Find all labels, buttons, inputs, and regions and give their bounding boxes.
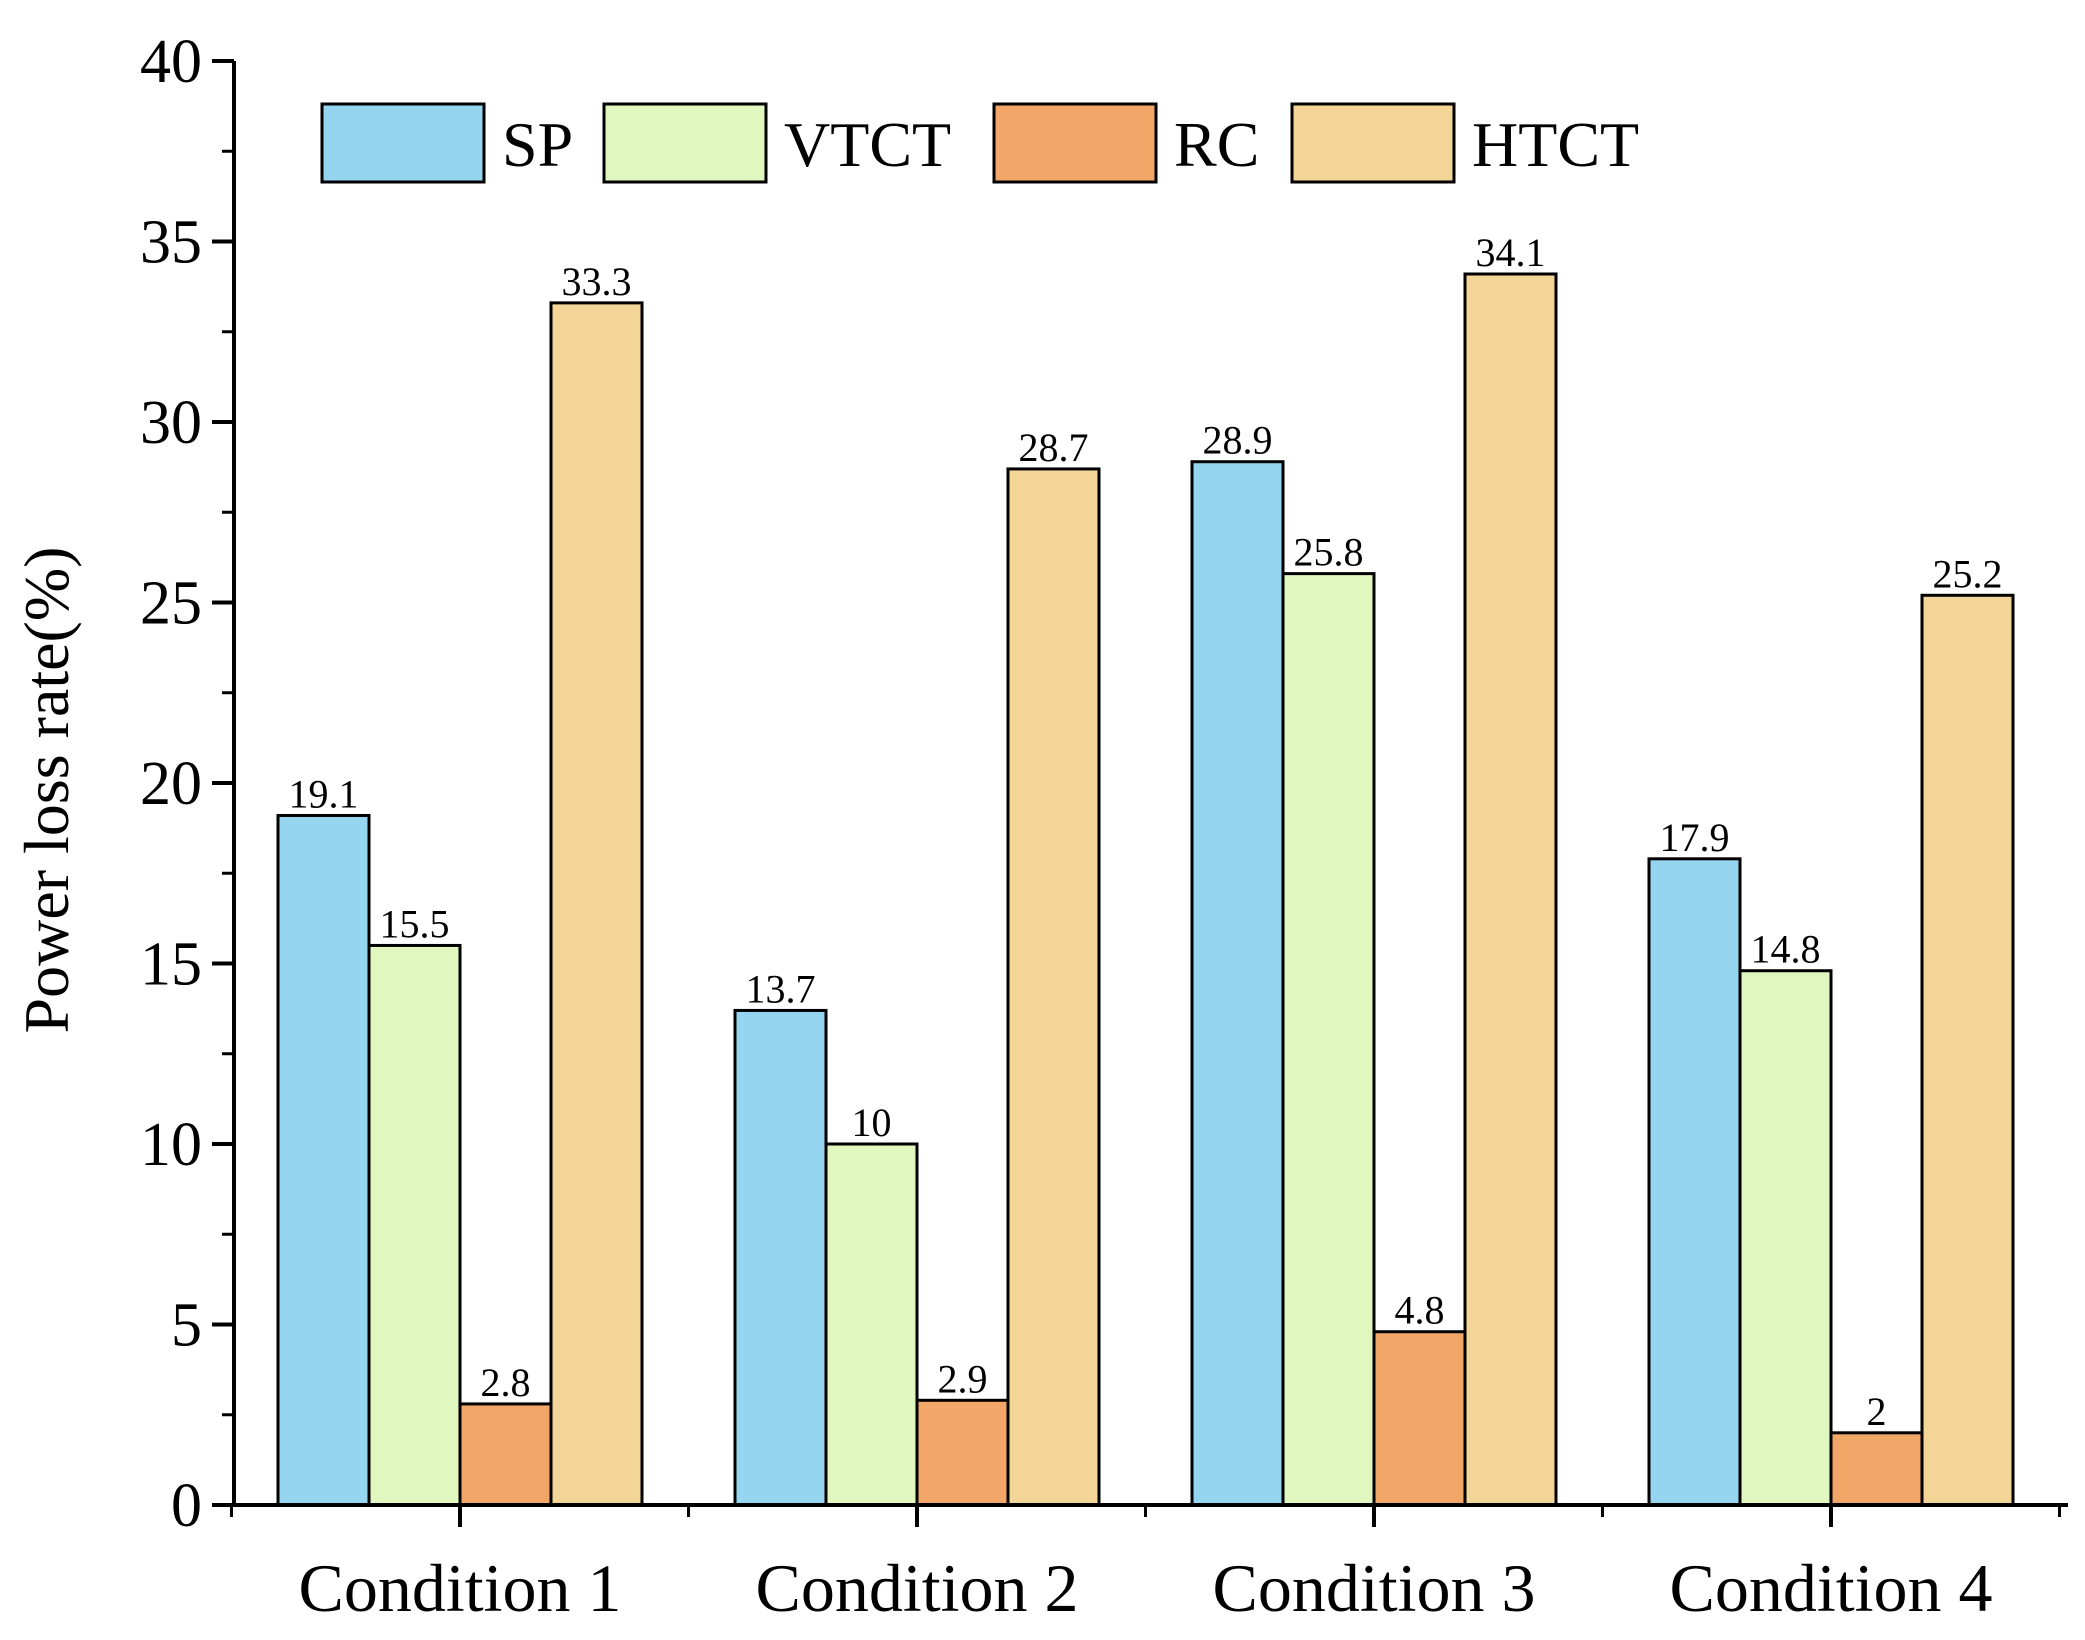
bar-vtct-1	[367, 943, 462, 1507]
bar-rc-4	[1829, 1431, 1924, 1507]
legend-swatch-sp	[320, 102, 486, 184]
legend-swatch-vtct	[602, 102, 768, 184]
data-label-rc-1: 2.8	[481, 1360, 531, 1405]
data-label-rc-2: 2.9	[938, 1356, 988, 1401]
bar-htct-3	[1463, 272, 1558, 1507]
y-tick-label: 30	[140, 389, 202, 457]
bar-sp-3	[1190, 460, 1285, 1507]
data-label-vtct-4: 14.8	[1751, 927, 1821, 972]
y-tick-label: 5	[171, 1292, 202, 1360]
bar-rc-2	[915, 1398, 1010, 1507]
data-label-vtct-2: 10	[852, 1100, 892, 1145]
bar-htct-1	[549, 301, 644, 1507]
y-tick-label: 20	[140, 750, 202, 818]
bar-sp-2	[733, 1008, 828, 1507]
legend-swatch-htct	[1290, 102, 1456, 184]
data-label-sp-4: 17.9	[1660, 815, 1730, 860]
data-labels-group: 19.1 15.5 2.8 33.3 13.7 10 2.9 28.7 28.9 25.8 4.8 3…	[289, 230, 2003, 1434]
y-tick-label: 40	[140, 28, 202, 96]
x-tick-label: Condition 3	[1212, 1550, 1535, 1626]
x-tick-label: Condition 2	[755, 1550, 1078, 1626]
data-label-rc-4: 2	[1867, 1389, 1887, 1434]
bar-vtct-4	[1738, 969, 1833, 1507]
bar-vtct-2	[824, 1142, 919, 1507]
data-label-sp-3: 28.9	[1203, 418, 1273, 463]
y-axis-title: Power loss rate(%)	[11, 547, 82, 1034]
bars-group	[276, 272, 2015, 1507]
data-label-vtct-3: 25.8	[1294, 530, 1364, 575]
data-label-vtct-1: 15.5	[380, 901, 450, 946]
y-tick-label: 10	[140, 1111, 202, 1179]
y-tick-label: 35	[140, 209, 202, 277]
bar-htct-4	[1920, 593, 2015, 1507]
data-label-htct-1: 33.3	[562, 259, 632, 304]
legend-swatch-rc	[992, 102, 1158, 184]
data-label-sp-1: 19.1	[289, 771, 359, 816]
bar-sp-4	[1647, 857, 1742, 1507]
legend-label-htct: HTCT	[1472, 109, 1639, 180]
data-label-htct-2: 28.7	[1019, 425, 1089, 470]
legend-label-vtct: VTCT	[784, 109, 951, 180]
legend: SP VTCT RC HTCT	[320, 102, 1639, 184]
legend-label-sp: SP	[502, 109, 573, 180]
data-label-rc-3: 4.8	[1395, 1288, 1445, 1333]
data-label-htct-3: 34.1	[1476, 230, 1546, 275]
bar-rc-3	[1372, 1330, 1467, 1507]
data-label-sp-2: 13.7	[746, 966, 816, 1011]
y-tick-label: 0	[171, 1472, 202, 1540]
bar-vtct-3	[1281, 572, 1376, 1507]
data-label-htct-4: 25.2	[1933, 551, 2003, 596]
bar-sp-1	[276, 813, 371, 1507]
y-tick-label: 25	[140, 570, 202, 638]
axes-group: 0 5 10 15 20 25 30 35 40 Condition 1 Condition 2 Co…	[140, 28, 2068, 1626]
legend-label-rc: RC	[1174, 109, 1259, 180]
bar-htct-2	[1006, 467, 1101, 1507]
x-tick-label: Condition 1	[298, 1550, 621, 1626]
y-tick-label: 15	[140, 931, 202, 999]
x-tick-label: Condition 4	[1669, 1550, 1992, 1626]
bar-rc-1	[458, 1402, 553, 1507]
